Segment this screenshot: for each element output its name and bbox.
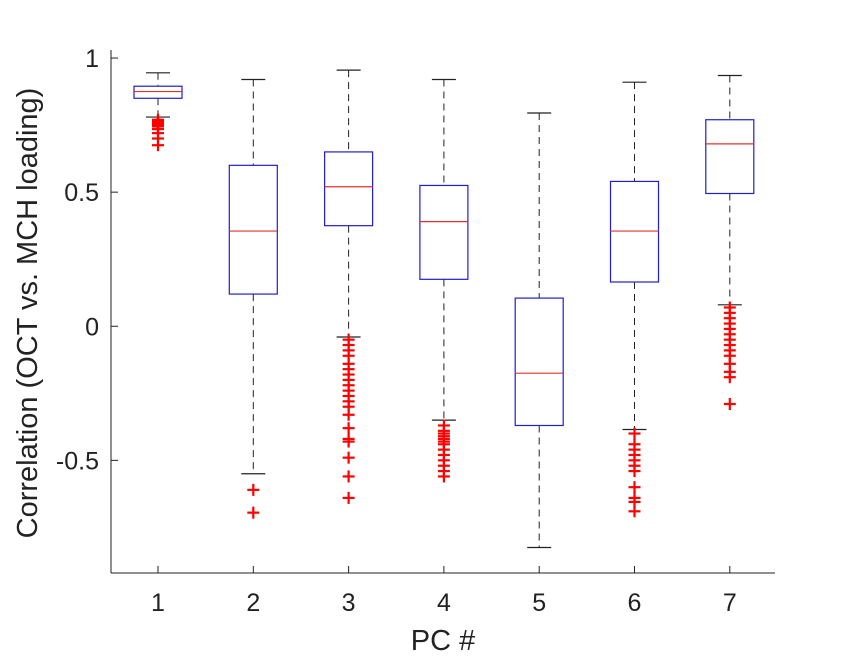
outlier-marker bbox=[247, 506, 260, 519]
outlier-marker bbox=[342, 451, 355, 464]
box-group-4 bbox=[419, 78, 469, 483]
outlier-marker bbox=[342, 491, 355, 504]
outlier-marker bbox=[152, 139, 164, 152]
outlier-marker bbox=[628, 465, 641, 478]
y-tick-label: -0.5 bbox=[56, 447, 99, 475]
outlier-marker bbox=[628, 505, 641, 518]
box-iqr bbox=[324, 151, 374, 227]
box-iqr bbox=[705, 119, 755, 195]
outlier-marker bbox=[723, 371, 736, 384]
box-group-6 bbox=[609, 81, 660, 518]
x-tick-label: 5 bbox=[532, 589, 546, 617]
box-iqr bbox=[228, 164, 278, 295]
outlier-marker bbox=[628, 427, 641, 440]
y-axis-title: Correlation (OCT vs. MCH loading) bbox=[12, 88, 44, 539]
y-tick-label: 0 bbox=[85, 313, 99, 341]
outlier-marker bbox=[723, 398, 736, 411]
y-tick-label: 0.5 bbox=[64, 179, 99, 207]
y-tick-label: 1 bbox=[85, 45, 99, 73]
outlier-marker bbox=[342, 470, 355, 483]
x-tick-label: 4 bbox=[437, 589, 451, 617]
y-axis-ticks: -0.5 0 0.5 1 bbox=[56, 45, 118, 475]
x-tick-label: 3 bbox=[342, 589, 356, 617]
box-iqr bbox=[609, 180, 660, 283]
x-tick-label: 1 bbox=[151, 589, 165, 617]
outlier-marker bbox=[437, 470, 450, 483]
box-iqr bbox=[514, 297, 564, 427]
box-iqr bbox=[133, 85, 183, 99]
x-axis-ticks: 1 2 3 4 5 6 7 bbox=[151, 566, 737, 617]
box-group-2 bbox=[228, 78, 278, 519]
outlier-marker bbox=[342, 422, 355, 435]
box-group-7 bbox=[705, 74, 755, 411]
outlier-marker bbox=[342, 408, 355, 421]
outlier-marker bbox=[247, 483, 260, 496]
box-iqr bbox=[419, 184, 469, 280]
x-axis-title: PC # bbox=[411, 625, 475, 657]
box-group-5 bbox=[514, 112, 564, 549]
box-group-1 bbox=[133, 72, 183, 152]
outlier-marker bbox=[342, 435, 355, 448]
box-group-3 bbox=[324, 69, 374, 504]
x-tick-label: 7 bbox=[723, 589, 737, 617]
outlier-marker bbox=[628, 481, 641, 494]
plot-area bbox=[110, 50, 775, 574]
x-tick-label: 6 bbox=[628, 589, 642, 617]
x-tick-label: 2 bbox=[246, 589, 260, 617]
